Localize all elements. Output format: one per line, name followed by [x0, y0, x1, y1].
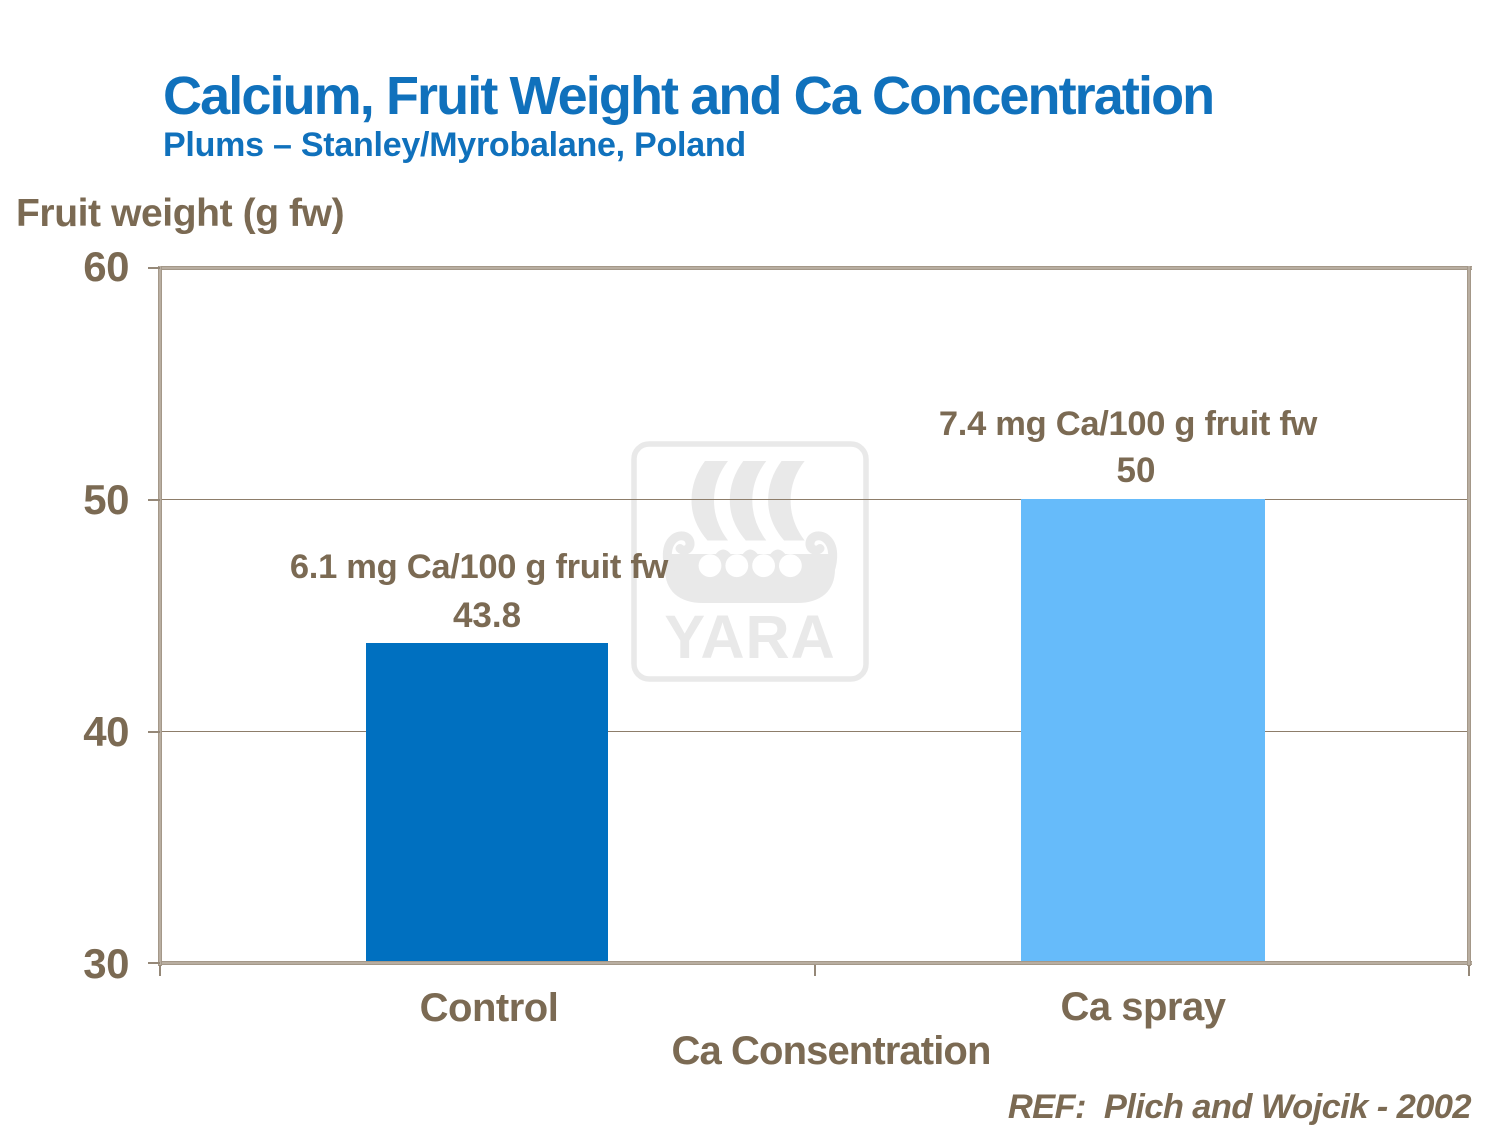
svg-text:YARA: YARA — [664, 603, 835, 671]
